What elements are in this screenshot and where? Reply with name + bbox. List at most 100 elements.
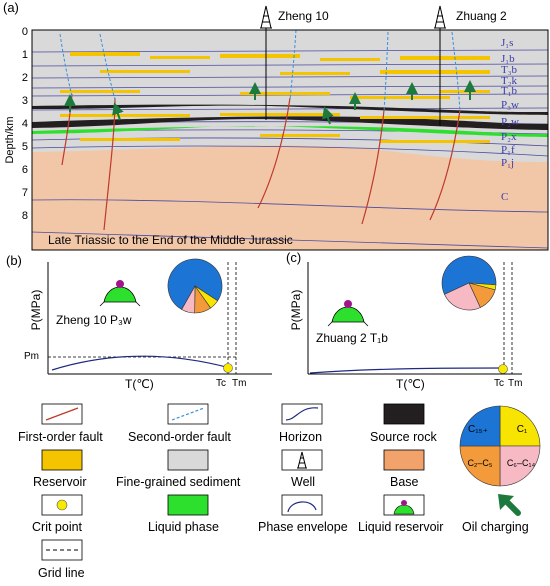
derrick-icon (434, 5, 446, 29)
stratum-label: P₁j (501, 157, 514, 169)
legend-fine-grained: Fine-grained sediment (116, 475, 241, 489)
legend-horizon: Horizon (279, 430, 322, 444)
legend-phase-envelope: Phase envelope (258, 520, 348, 534)
depth-tick: 3 (22, 95, 28, 107)
legend-crit-point: Crit point (32, 520, 83, 534)
legend-swatch (281, 494, 323, 516)
liquid-band (32, 126, 548, 137)
legend-reservoir: Reservoir (33, 475, 87, 489)
pie-label-c6c14: C₆–C₁₄ (507, 458, 536, 468)
well-zhuang2: Zhuang 2 (434, 5, 507, 126)
pie-slice-c15 (167, 258, 223, 310)
source-rock-band-upper (32, 104, 548, 115)
oil-charging-arrows (64, 80, 476, 125)
section-caption: Late Triassic to the End of the Middle J… (48, 233, 293, 247)
critical-point (223, 363, 233, 373)
well-name: Zhuang 2 (456, 9, 507, 23)
pie-slice-c15 (441, 255, 497, 295)
second-order-faults (59, 30, 461, 113)
depth-axis: Depth/km 0 1 2 3 4 5 6 7 8 (4, 26, 28, 222)
pie-label-c1: C₁ (517, 424, 528, 435)
pie-slice-c6c14 (444, 282, 481, 311)
legend-base: Base (390, 475, 419, 489)
pie-c15-quadrant (459, 405, 501, 447)
stratum-label: P₂x (501, 131, 517, 143)
legend-second-fault: Second-order fault (128, 430, 231, 444)
liquid-reservoir-icon (393, 500, 415, 515)
tc-label: Tc (216, 378, 226, 389)
stratum-label: T₂k (501, 75, 518, 87)
well-name: Zheng 10 (278, 9, 329, 23)
horizon-icon (285, 407, 319, 421)
liquid-reservoir-icon (327, 300, 369, 327)
cross-section (32, 30, 548, 250)
depth-tick: 8 (22, 210, 28, 222)
depth-tick: 7 (22, 187, 28, 199)
phase-envelope-icon (287, 501, 317, 513)
panel-b: P(MPa) T(℃) Zheng 10 P₃w Pm Tc Tm (24, 258, 272, 391)
crit-point-icon (56, 499, 68, 511)
legend-well: Well (291, 475, 315, 489)
pie-label-c2c5: C₂–C₅ (467, 458, 492, 468)
depth-tick: 5 (22, 141, 28, 153)
y-axis-title: P(MPa) (289, 290, 303, 331)
stratum-label: T₁b (501, 85, 518, 97)
depth-tick: 0 (22, 26, 28, 38)
panel-c-label: (c) (286, 250, 301, 265)
reservoir-swatch (41, 449, 83, 471)
pie-c6c14-quadrant (499, 445, 541, 487)
second-fault-icon (171, 407, 205, 421)
x-axis-title: T(℃) (125, 377, 154, 391)
panel-title: Zhuang 2 T₁b (316, 331, 388, 345)
legend-oil-charging: Oil charging (462, 520, 529, 534)
pie-c1-quadrant (499, 405, 541, 447)
x-axis-title: T(℃) (396, 377, 425, 391)
stratum-label: P₁f (501, 144, 515, 156)
well-zheng10: Zheng 10 (260, 5, 329, 120)
legend-liquid-phase: Liquid phase (148, 520, 219, 534)
oil-charging-icon (498, 494, 521, 516)
base-layer (32, 145, 548, 250)
depth-tick: 1 (22, 49, 28, 61)
fine-grained-swatch (167, 449, 209, 471)
liquid-reservoir-icon (99, 280, 141, 307)
legend-liquid-reservoir: Liquid reservoir (358, 520, 443, 534)
legend-swatch (281, 449, 323, 471)
derrick-icon (260, 5, 272, 29)
legend: First-order fault Second-order fault Hor… (18, 403, 541, 580)
pie-slice-c6c14 (181, 285, 196, 314)
legend-swatch (281, 403, 323, 425)
source-rock-swatch (383, 403, 425, 425)
legend-grid-line: Grid line (38, 566, 85, 580)
depth-axis-title: Depth/km (4, 116, 16, 163)
first-fault-icon (45, 407, 79, 421)
strata-labels: J₁s J₁b T₃b T₂k T₁b P₃w P₂w P₂x P₁f P₁j … (501, 37, 519, 203)
panel-title: Zheng 10 P₃w (56, 313, 132, 327)
depth-tick: 4 (22, 118, 28, 130)
pie-label-c15: C₁₅₊ (468, 424, 488, 435)
legend-first-fault: First-order fault (18, 430, 103, 444)
depth-tick: 2 (22, 72, 28, 84)
cross-section-frame (31, 29, 549, 251)
y-axis-title: P(MPa) (29, 290, 43, 331)
stratum-label: P₃w (501, 99, 519, 111)
depth-tick: 6 (22, 164, 28, 176)
derrick-icon (297, 451, 307, 469)
base-swatch (383, 449, 425, 471)
stratum-label: P₂w (501, 116, 519, 128)
tm-label: Tm (508, 378, 522, 389)
panel-c: P(MPa) T(℃) Zhuang 2 T₁b Tc Tm (289, 255, 522, 391)
phase-envelope (309, 367, 505, 374)
composition-pie-legend: C₁₅₊ C₁ C₂–C₅ C₆–C₁₄ (459, 405, 541, 487)
stratum-label: T₃b (501, 64, 518, 76)
stratum-label: C (501, 191, 508, 203)
tm-label: Tm (232, 378, 246, 389)
source-rock-band (32, 116, 548, 130)
liquid-phase-swatch (167, 494, 209, 516)
phase-envelope (51, 355, 231, 371)
panel-b-label: (b) (6, 253, 22, 268)
critical-point (498, 364, 508, 374)
legend-source-rock: Source rock (370, 430, 437, 444)
pie-b (167, 258, 223, 314)
